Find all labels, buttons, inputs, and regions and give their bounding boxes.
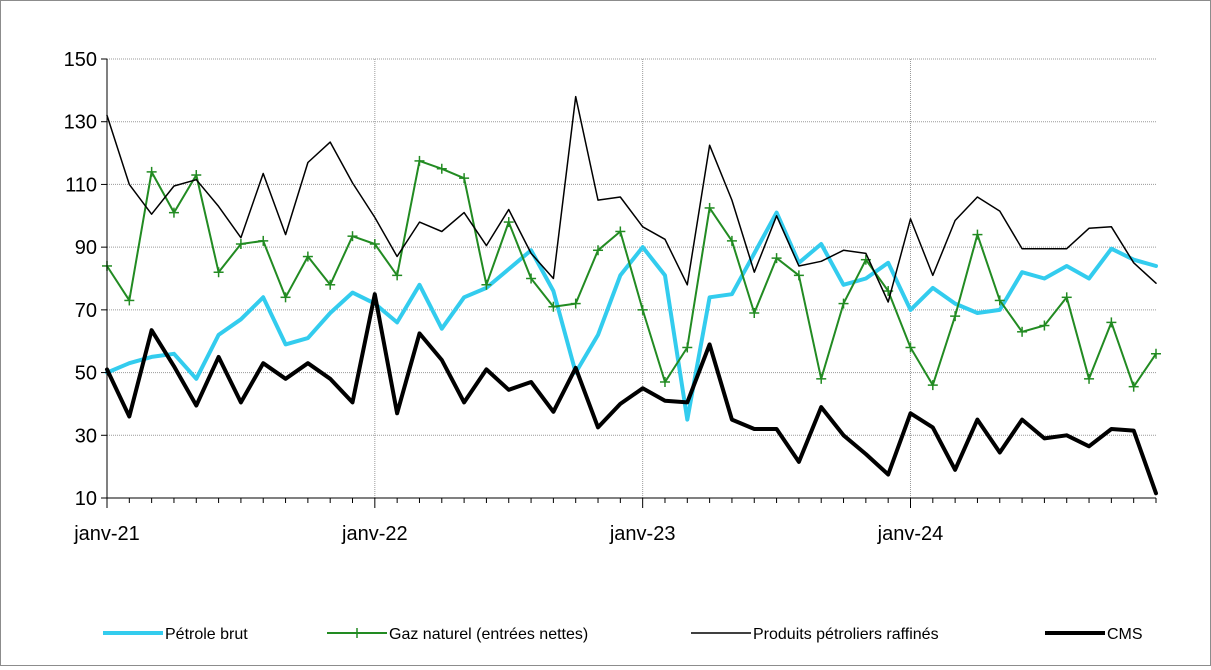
legend-label: CMS: [1107, 626, 1143, 643]
legend-label: Gaz naturel (entrées nettes): [389, 626, 588, 643]
series-1-point: [659, 376, 670, 387]
gridlines: [107, 58, 1156, 498]
series-line-3: [105, 292, 1158, 496]
y-tick-label: 30: [75, 425, 97, 447]
series-1-point: [168, 207, 179, 218]
series-1-point: [950, 311, 961, 322]
series-1-point: [325, 279, 336, 290]
legend-label: Produits pétroliers raffinés: [753, 626, 939, 643]
series-1-point: [994, 295, 1005, 306]
legend-item-2: Produits pétroliers raffinés: [691, 626, 939, 643]
series-1-point: [637, 304, 648, 315]
series-1-point: [235, 239, 246, 250]
series-1-point: [548, 301, 559, 312]
series-1-point: [593, 245, 604, 256]
series-1-point: [191, 170, 202, 181]
series-1-point: [570, 298, 581, 309]
series-1-point: [771, 253, 782, 264]
y-tick-label: 50: [75, 363, 97, 385]
series-1-point: [816, 373, 827, 384]
series-1-point: [726, 235, 737, 246]
series-1-point: [1061, 292, 1072, 303]
legend-item-0: Pétrole brut: [103, 626, 248, 643]
series-1-point: [124, 295, 135, 306]
series-line-1: [106, 159, 1157, 388]
legend: Pétrole brut Gaz naturel (entrées nettes)…: [103, 626, 1143, 643]
axes: 10 30 50 70 90 110 130 150 janv-21 janv-22 janv-23…: [64, 49, 1157, 545]
series-1-point: [414, 155, 425, 166]
series-1-point: [749, 307, 760, 318]
series-1-point: [905, 342, 916, 353]
x-tick-label: janv-24: [877, 523, 944, 545]
series-1-point: [503, 217, 514, 228]
legend-item-3: CMS: [1045, 626, 1143, 643]
series-1-point: [481, 279, 492, 290]
y-tick-label: 110: [65, 174, 97, 196]
series-line-0: [105, 210, 1158, 422]
y-tick-label: 130: [64, 112, 97, 134]
series-1-point: [615, 226, 626, 237]
y-tick-label: 150: [64, 49, 97, 71]
legend-item-1: Gaz naturel (entrées nettes): [327, 626, 588, 643]
series-1-point: [793, 270, 804, 281]
series-1-point: [526, 273, 537, 284]
series-1-point: [213, 267, 224, 278]
series-1-point: [682, 342, 693, 353]
series-1-point: [258, 235, 269, 246]
legend-label: Pétrole brut: [165, 626, 248, 643]
series-1-point: [704, 202, 715, 213]
series-1-point: [927, 380, 938, 391]
series-1-point: [146, 166, 157, 177]
series-1-point: [1084, 373, 1095, 384]
y-tick-label: 10: [75, 488, 97, 510]
series-line-2: [106, 95, 1157, 303]
series-1-point: [1151, 348, 1161, 359]
x-tick-label: janv-23: [609, 523, 676, 545]
series-1-point: [838, 298, 849, 309]
x-tick-label: janv-22: [341, 523, 408, 545]
series-1-point: [369, 239, 380, 250]
x-tick-label: janv-21: [73, 523, 140, 545]
series-1-point: [459, 173, 470, 184]
series-1-point: [1017, 326, 1028, 337]
series-1-point: [1039, 320, 1050, 331]
series-1-point: [302, 251, 313, 262]
y-tick-label: 90: [75, 237, 97, 259]
y-tick-label: 70: [75, 300, 97, 322]
series-1-point: [280, 292, 291, 303]
series-1-point: [1106, 317, 1117, 328]
series-1-point: [392, 270, 403, 281]
series-lines: [102, 95, 1161, 496]
series-1-point: [1128, 381, 1139, 392]
series-1-point: [436, 163, 447, 174]
series-1-point: [347, 231, 358, 242]
series-1-point: [972, 229, 983, 240]
